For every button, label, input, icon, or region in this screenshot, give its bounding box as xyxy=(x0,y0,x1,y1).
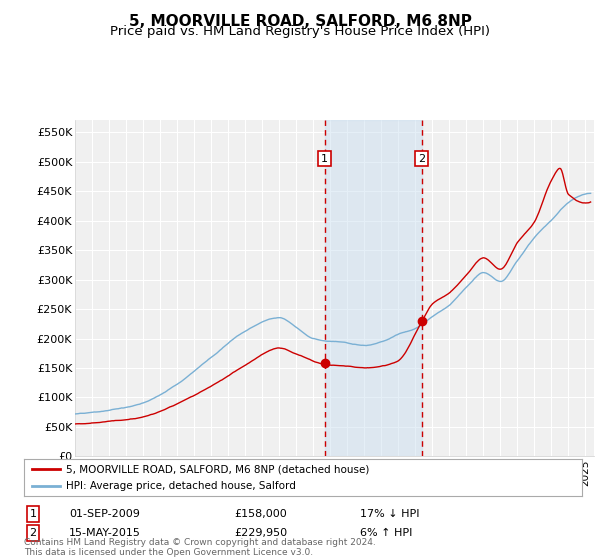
Text: 01-SEP-2009: 01-SEP-2009 xyxy=(69,509,140,519)
Text: 1: 1 xyxy=(29,509,37,519)
Text: 17% ↓ HPI: 17% ↓ HPI xyxy=(360,509,419,519)
Text: Price paid vs. HM Land Registry's House Price Index (HPI): Price paid vs. HM Land Registry's House … xyxy=(110,25,490,38)
Text: 1: 1 xyxy=(321,153,328,164)
Text: £229,950: £229,950 xyxy=(234,528,287,538)
Text: 2: 2 xyxy=(29,528,37,538)
Text: 5, MOORVILLE ROAD, SALFORD, M6 8NP (detached house): 5, MOORVILLE ROAD, SALFORD, M6 8NP (deta… xyxy=(66,464,369,474)
Text: HPI: Average price, detached house, Salford: HPI: Average price, detached house, Salf… xyxy=(66,481,296,491)
Bar xyxy=(325,120,422,456)
Text: 5, MOORVILLE ROAD, SALFORD, M6 8NP: 5, MOORVILLE ROAD, SALFORD, M6 8NP xyxy=(128,14,472,29)
Text: Contains HM Land Registry data © Crown copyright and database right 2024.
This d: Contains HM Land Registry data © Crown c… xyxy=(24,538,376,557)
Text: 2: 2 xyxy=(418,153,425,164)
Text: £158,000: £158,000 xyxy=(234,509,287,519)
Text: 6% ↑ HPI: 6% ↑ HPI xyxy=(360,528,412,538)
Text: 15-MAY-2015: 15-MAY-2015 xyxy=(69,528,141,538)
